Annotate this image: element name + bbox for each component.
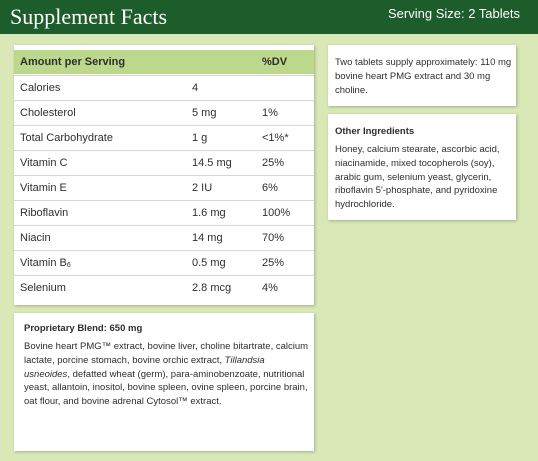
- column-header-amount: Amount per Serving: [20, 56, 126, 68]
- nutrient-amount: 5 mg: [192, 107, 217, 119]
- nutrient-dv: 6%: [262, 182, 278, 194]
- table-row: Calories 4: [14, 75, 314, 100]
- supply-note: Two tablets supply approximately: 110 mg…: [335, 57, 512, 96]
- nutrient-amount: 14.5 mg: [192, 157, 232, 169]
- table-header: Amount per Serving %DV: [14, 50, 314, 74]
- other-ingredients-text: Honey, calcium stearate, ascorbic acid, …: [335, 144, 500, 211]
- nutrient-dv: 25%: [262, 257, 285, 269]
- table-row: Niacin 14 mg 70%: [14, 225, 314, 250]
- nutrient-name: Cholesterol: [20, 107, 76, 119]
- other-ingredients-title: Other Ingredients: [335, 126, 415, 137]
- table-row: Riboflavin 1.6 mg 100%: [14, 200, 314, 225]
- blend-text-italic: Tillandsia usneoides: [24, 354, 265, 380]
- nutrient-amount: 2.8 mcg: [192, 282, 232, 294]
- nutrient-dv: 70%: [262, 232, 285, 244]
- blend-text-start: Bovine heart PMG™ extract, bovine liver,…: [24, 341, 309, 366]
- nutrient-name-subscript: 6: [66, 262, 71, 269]
- blend-ingredients: Bovine heart PMG™ extract, bovine liver,…: [24, 340, 310, 409]
- column-header-dv: %DV: [262, 56, 288, 68]
- nutrient-dv: 100%: [262, 207, 291, 219]
- nutrient-name: Niacin: [20, 232, 51, 244]
- nutrient-amount: 1 g: [192, 132, 208, 144]
- other-ingredients-panel: Other Ingredients Honey, calcium stearat…: [328, 114, 516, 220]
- supply-note-panel: Two tablets supply approximately: 110 mg…: [328, 45, 516, 106]
- nutrient-amount: 2 IU: [192, 182, 213, 194]
- proprietary-blend-panel: Proprietary Blend: 650 mg Bovine heart P…: [14, 313, 314, 451]
- table-row: Selenium 2.8 mcg 4%: [14, 275, 314, 300]
- header-bar: Supplement Facts Serving Size: 2 Tablets: [0, 0, 538, 34]
- nutrient-amount: 1.6 mg: [192, 207, 226, 219]
- table-row: Vitamin C 14.5 mg 25%: [14, 150, 314, 175]
- nutrient-dv: 1%: [262, 107, 278, 119]
- nutrient-dv: 25%: [262, 157, 285, 169]
- nutrient-name: Riboflavin: [20, 207, 69, 219]
- table-row: Vitamin B6 0.5 mg 25%: [14, 250, 314, 275]
- nutrient-dv: <1%*: [262, 132, 289, 144]
- nutrient-name: Calories: [20, 82, 61, 94]
- nutrient-name: Vitamin B6: [20, 257, 71, 269]
- table-row: Total Carbohydrate 1 g <1%*: [14, 125, 314, 150]
- serving-size: Serving Size: 2 Tablets: [388, 6, 520, 21]
- page-title: Supplement Facts: [10, 4, 168, 29]
- nutrient-name: Vitamin E: [20, 182, 67, 194]
- table-row: Vitamin E 2 IU 6%: [14, 175, 314, 200]
- nutrient-name: Vitamin C: [20, 157, 68, 169]
- nutrient-name: Total Carbohydrate: [20, 132, 113, 144]
- blend-text-end: , defatted wheat (germ), para-aminobenzo…: [24, 368, 308, 408]
- table-row: Cholesterol 5 mg 1%: [14, 100, 314, 125]
- nutrient-name: Selenium: [20, 282, 66, 294]
- nutrient-dv: 4%: [262, 282, 278, 294]
- nutrient-amount: 0.5 mg: [192, 257, 226, 269]
- nutrition-table: Amount per Serving %DV Calories 4 Choleste…: [14, 45, 314, 305]
- blend-title: Proprietary Blend: 650 mg: [24, 323, 143, 334]
- nutrient-amount: 14 mg: [192, 232, 223, 244]
- nutrient-amount: 4: [192, 82, 199, 94]
